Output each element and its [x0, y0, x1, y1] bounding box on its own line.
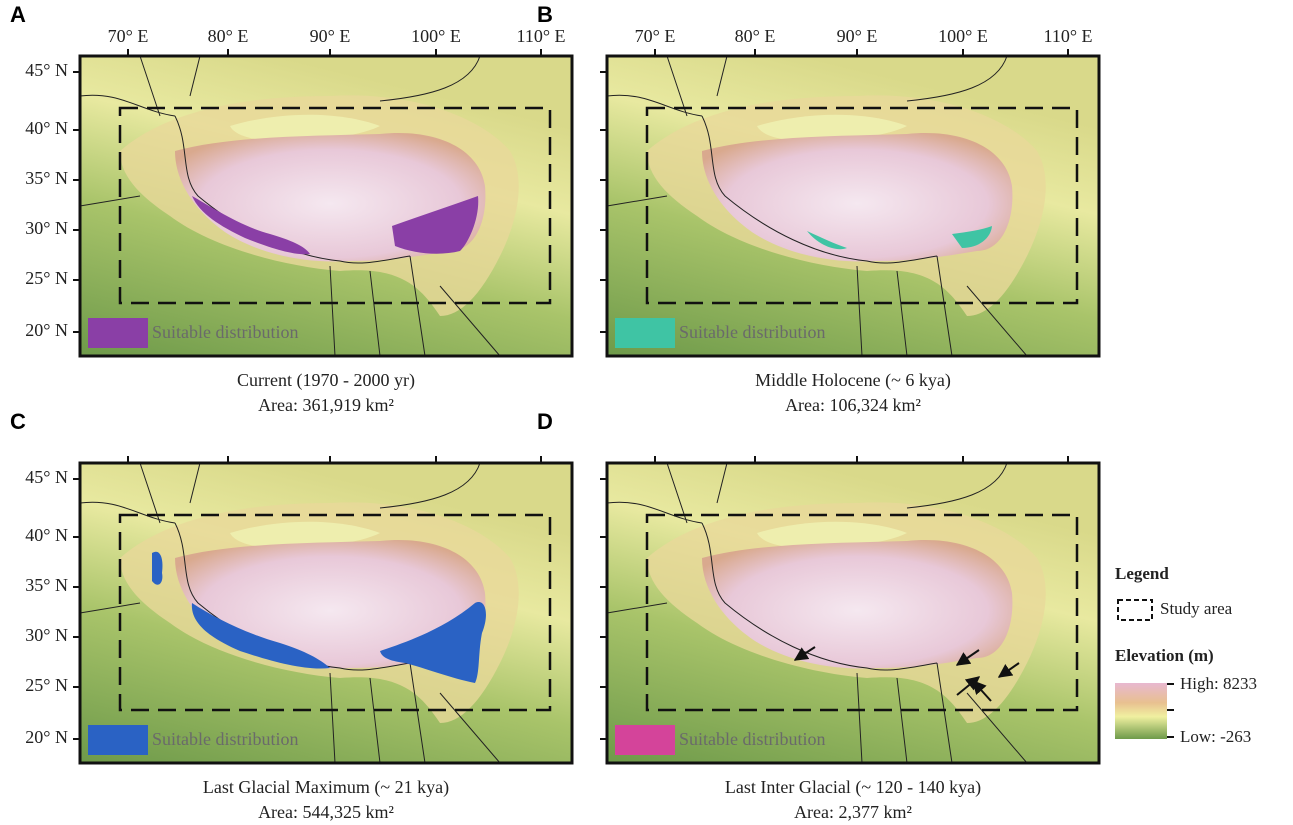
panel-letter: B: [537, 2, 553, 27]
tarim-basin: [757, 114, 907, 141]
study-area: [645, 513, 1079, 712]
suitable-distribution: [380, 602, 486, 683]
longitude-label: 100° E: [411, 26, 461, 46]
arrow: [955, 649, 980, 666]
longitude-label: 100° E: [938, 26, 988, 46]
swatch-label: Suitable distribution: [679, 322, 826, 342]
suitable-distribution: [392, 196, 479, 254]
arrow: [972, 679, 992, 702]
study-area: [645, 106, 1079, 305]
latitude-label: 20° N: [25, 320, 68, 340]
borders: [606, 462, 1028, 764]
latitude-label: 35° N: [25, 168, 68, 188]
panel-caption: Middle Holocene (~ 6 kya): [755, 370, 951, 391]
longitude-label: 90° E: [837, 26, 878, 46]
panel-area: Area: 544,325 km²: [258, 802, 394, 822]
tarim-basin: [230, 114, 380, 141]
latitude-label: 40° N: [25, 118, 68, 138]
swatch-label: Suitable distribution: [152, 322, 299, 342]
swatch: [615, 725, 675, 755]
map-frame: [78, 54, 574, 358]
swatch: [615, 318, 675, 348]
latitude-label: 30° N: [25, 218, 68, 238]
study-area-label: Study area: [1160, 599, 1233, 618]
latitude-label: 20° N: [25, 727, 68, 747]
elevation-ramp: [1115, 683, 1167, 739]
longitude-label: 70° E: [108, 26, 149, 46]
latitude-label: 45° N: [25, 467, 68, 487]
suitable-distribution: [192, 196, 310, 255]
suitable-distribution: [152, 551, 163, 585]
study-area: [118, 513, 552, 712]
suitable-distribution: [191, 603, 330, 669]
longitude-label: 70° E: [635, 26, 676, 46]
arrow: [997, 662, 1020, 678]
latitude-label: 30° N: [25, 625, 68, 645]
elevation-low: Low: -263: [1180, 727, 1251, 746]
panel-letter: D: [537, 409, 553, 434]
study-area-symbol: [1117, 599, 1153, 621]
latitude-label: 35° N: [25, 575, 68, 595]
panel-caption: Last Inter Glacial (~ 120 - 140 kya): [725, 777, 981, 798]
study-area: [118, 106, 552, 305]
suitable-distribution: [952, 226, 992, 248]
map-panel: Suitable distribution 45° N 40° N 35° N 30° …: [25, 456, 574, 822]
panel-area: Area: 2,377 km²: [794, 802, 912, 822]
panel-caption: Last Glacial Maximum (~ 21 kya): [203, 777, 449, 798]
elevation-title: Elevation (m): [1115, 646, 1214, 665]
legend-title: Legend: [1115, 564, 1169, 583]
longitude-label: 110° E: [516, 26, 565, 46]
panel-area: Area: 361,919 km²: [258, 395, 394, 415]
swatch: [88, 725, 148, 755]
plateau: [702, 540, 1013, 669]
panel-letter: C: [10, 409, 26, 434]
latitude-label: 40° N: [25, 525, 68, 545]
tarim-basin: [757, 521, 907, 548]
map-panel: Suitable distribution 70° E 80° E 90° E 100°…: [25, 26, 574, 415]
plateau: [702, 133, 1013, 262]
swatch-label: Suitable distribution: [152, 729, 299, 749]
suitable-distribution: [807, 231, 847, 250]
panel-letter: A: [10, 2, 26, 27]
panel-area: Area: 106,324 km²: [785, 395, 921, 415]
latitude-label: 25° N: [25, 675, 68, 695]
longitude-label: 110° E: [1043, 26, 1092, 46]
map-panel: Suitable distribution Last Inter Glacial …: [600, 456, 1101, 822]
map-panel: Suitable distribution 70° E 80° E 90° E 100°…: [600, 26, 1101, 415]
latitude-label: 45° N: [25, 60, 68, 80]
longitude-label: 80° E: [208, 26, 249, 46]
swatch-label: Suitable distribution: [679, 729, 826, 749]
map-frame: [78, 461, 574, 765]
map-frame: [605, 461, 1101, 765]
map-frame: [605, 54, 1101, 358]
arrow: [793, 646, 816, 661]
elevation-high: High: 8233: [1180, 674, 1257, 693]
longitude-label: 80° E: [735, 26, 776, 46]
borders: [606, 55, 1028, 357]
legend: Legend Study area Elevation (m) High: 82…: [1115, 564, 1257, 746]
tarim-basin: [230, 521, 380, 548]
latitude-label: 25° N: [25, 268, 68, 288]
panel-caption: Current (1970 - 2000 yr): [237, 370, 415, 391]
longitude-label: 90° E: [310, 26, 351, 46]
swatch: [88, 318, 148, 348]
